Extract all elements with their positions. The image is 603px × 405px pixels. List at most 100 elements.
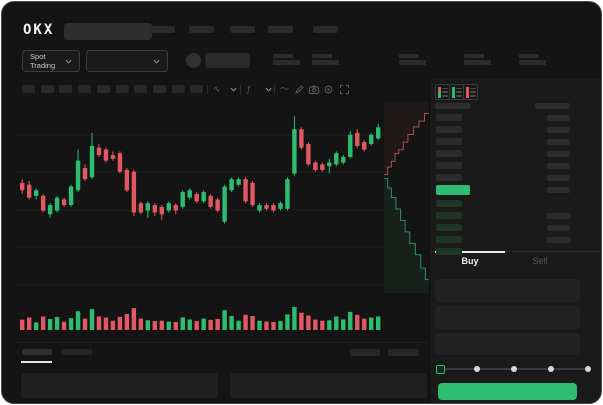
- chevron-down-icon[interactable]: [265, 87, 272, 92]
- nav-item-placeholder[interactable]: [189, 26, 214, 33]
- candle: [103, 149, 109, 161]
- candle: [61, 199, 67, 206]
- nav-item-placeholder[interactable]: [313, 26, 338, 33]
- volume-bar: [103, 317, 109, 330]
- bid-price-placeholder[interactable]: [436, 200, 462, 207]
- ask-price-placeholder[interactable]: [436, 174, 462, 181]
- line-tool-icon[interactable]: 〜: [280, 84, 290, 94]
- volume-bar: [89, 309, 95, 330]
- stat-label-placeholder: [464, 54, 484, 58]
- candle: [187, 190, 192, 198]
- nav-item-placeholder[interactable]: [230, 26, 255, 33]
- depth-ask-line: [384, 107, 430, 176]
- depth-ask-area: [384, 102, 430, 175]
- total-field[interactable]: [435, 333, 580, 355]
- candle: [117, 153, 123, 172]
- candle: [271, 205, 276, 211]
- timeframe-button-placeholder[interactable]: [152, 85, 166, 93]
- volume-bar: [47, 319, 53, 330]
- orderbook-asks-icon[interactable]: [463, 84, 478, 100]
- nav-item-placeholder[interactable]: [150, 26, 175, 33]
- candlestick-chart[interactable]: [16, 102, 384, 297]
- pair-selector-dropdown[interactable]: [86, 50, 168, 72]
- history-tab-placeholder[interactable]: [62, 349, 92, 355]
- bid-price-placeholder[interactable]: [436, 236, 462, 243]
- stat-value-placeholder: [312, 60, 339, 65]
- ask-price-placeholder[interactable]: [436, 114, 462, 121]
- volume-bar: [145, 320, 151, 330]
- timeframe-button-placeholder[interactable]: [78, 85, 92, 93]
- tab-buy[interactable]: Buy: [461, 256, 479, 266]
- okx-logo[interactable]: OKX: [23, 22, 55, 38]
- volume-bar: [138, 318, 144, 330]
- slider-step-dot[interactable]: [511, 366, 517, 372]
- candle: [348, 134, 353, 157]
- ask-price-placeholder[interactable]: [436, 126, 462, 133]
- candle: [96, 147, 102, 156]
- chevron-down-icon[interactable]: [230, 87, 237, 92]
- market-type-dropdown[interactable]: Spot Trading: [22, 50, 80, 72]
- tab-sell[interactable]: Sell: [532, 256, 548, 266]
- active-tab-indicator: [435, 251, 505, 253]
- stat-label-placeholder: [519, 54, 539, 58]
- bid-price-placeholder[interactable]: [436, 248, 462, 255]
- price-field[interactable]: [435, 279, 580, 302]
- bid-amount-placeholder: [547, 225, 570, 231]
- timeframe-button-placeholder[interactable]: [171, 85, 185, 93]
- volume-bar: [243, 314, 248, 330]
- slider-step-dot[interactable]: [585, 366, 591, 372]
- timeframe-button-placeholder[interactable]: [59, 85, 73, 93]
- volume-bar: [278, 321, 283, 330]
- volume-bar: [75, 311, 81, 330]
- volume-bar: [285, 314, 290, 330]
- candle: [159, 206, 164, 215]
- volume-bar: [68, 318, 74, 330]
- orderbook-combined-icon[interactable]: [435, 84, 450, 100]
- wave-icon[interactable]: ∿: [213, 84, 221, 94]
- pencil-icon[interactable]: [295, 85, 304, 94]
- ask-price-placeholder[interactable]: [436, 162, 462, 169]
- volume-chart: [20, 307, 381, 330]
- volume-bar: [117, 316, 123, 330]
- timeframe-button-placeholder[interactable]: [115, 85, 129, 93]
- candle: [145, 203, 151, 211]
- bottom-action-placeholder[interactable]: [350, 349, 380, 356]
- orderbook-last-price[interactable]: [436, 185, 470, 195]
- amount-field[interactable]: [435, 306, 580, 329]
- volume-bar: [208, 319, 213, 330]
- volume-bar: [110, 320, 116, 330]
- timeframe-button-placeholder[interactable]: [134, 85, 148, 93]
- candle: [355, 132, 360, 146]
- orders-tab-placeholder[interactable]: [22, 349, 52, 355]
- timeframe-button-placeholder[interactable]: [190, 85, 204, 93]
- candle: [194, 193, 199, 202]
- search-input[interactable]: [64, 23, 152, 40]
- camera-icon[interactable]: [309, 85, 319, 94]
- nav-item-placeholder[interactable]: [268, 26, 293, 33]
- ask-price-placeholder[interactable]: [436, 138, 462, 145]
- bid-price-placeholder[interactable]: [436, 224, 462, 231]
- volume-bar: [40, 316, 46, 330]
- slider-step-dot[interactable]: [474, 366, 480, 372]
- candle: [313, 162, 318, 170]
- candle: [292, 129, 297, 174]
- volume-bar: [334, 316, 339, 330]
- indicator-icon[interactable]: ƒ: [246, 84, 252, 94]
- bid-price-placeholder[interactable]: [436, 212, 462, 219]
- orderbook-bids-icon[interactable]: [449, 84, 464, 100]
- gear-icon[interactable]: [324, 85, 333, 94]
- ask-price-placeholder[interactable]: [436, 150, 462, 157]
- timeframe-button-placeholder[interactable]: [40, 85, 54, 93]
- buy-submit-button[interactable]: [438, 383, 577, 400]
- expand-icon[interactable]: [340, 85, 349, 94]
- candle: [82, 168, 88, 180]
- timeframe-button-placeholder[interactable]: [96, 85, 110, 93]
- candle: [236, 179, 241, 185]
- slider-step-dot[interactable]: [548, 366, 554, 372]
- bottom-action-placeholder[interactable]: [388, 349, 419, 356]
- slider-handle[interactable]: [436, 365, 445, 374]
- stat-label-placeholder: [273, 54, 293, 58]
- volume-bar: [26, 317, 32, 330]
- volume-bar: [180, 317, 185, 330]
- timeframe-button-placeholder[interactable]: [22, 85, 35, 93]
